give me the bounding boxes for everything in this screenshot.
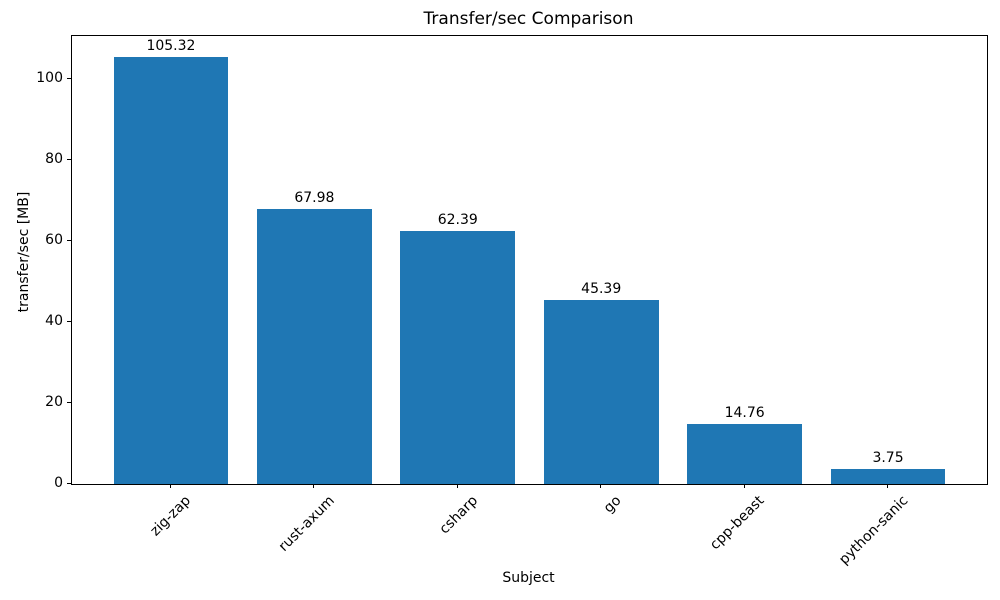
x-tick-label: zig-zap <box>147 492 194 540</box>
y-tick <box>67 483 71 484</box>
y-tick <box>67 401 71 403</box>
y-tick <box>67 320 71 322</box>
y-tick <box>67 239 71 241</box>
bar <box>830 468 946 484</box>
bar-value-label: 105.32 <box>146 38 196 55</box>
plot-area: 105.32 67.98 62.39 45.39 14.76 3.75 <box>71 35 988 485</box>
bar <box>543 300 659 484</box>
bar <box>400 231 516 484</box>
x-tick-label: go <box>600 492 625 517</box>
x-tick <box>600 484 602 488</box>
bar-value-label: 3.75 <box>872 449 904 466</box>
y-tick-label: 80 <box>45 150 63 167</box>
y-tick-label: 60 <box>45 231 63 248</box>
bar-value-label: 14.76 <box>724 405 765 422</box>
x-tick <box>313 484 315 488</box>
x-tick <box>456 484 458 488</box>
chart-title: Transfer/sec Comparison <box>423 9 634 29</box>
x-tick-label: csharp <box>436 492 481 538</box>
y-tick-label: 40 <box>45 312 63 329</box>
x-tick <box>169 484 171 488</box>
bar <box>113 57 229 484</box>
y-tick <box>67 158 71 160</box>
x-tick <box>887 484 889 488</box>
bar-value-label: 62.39 <box>437 212 478 229</box>
x-axis-label: Subject <box>502 570 555 586</box>
bar <box>687 424 802 484</box>
bar <box>257 208 372 484</box>
y-tick-label: 100 <box>36 69 63 86</box>
y-axis-label: transfer/sec [MB] <box>16 191 32 313</box>
y-tick <box>67 77 71 79</box>
bar-value-label: 45.39 <box>581 281 622 298</box>
y-tick-label: 0 <box>54 475 63 491</box>
x-tick <box>743 484 745 488</box>
bar-value-label: 67.98 <box>294 189 335 206</box>
x-tick-label: rust-axum <box>275 492 338 555</box>
y-tick-label: 20 <box>45 393 63 410</box>
x-tick-label: cpp-beast <box>707 492 768 554</box>
x-tick-label: python-sanic <box>835 492 912 568</box>
